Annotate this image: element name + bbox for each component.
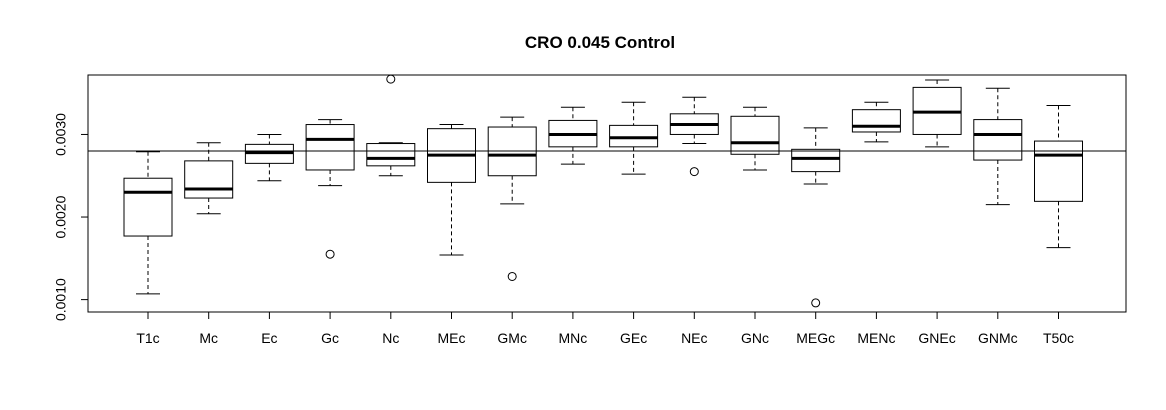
x-tick-label: MENc: [857, 330, 895, 346]
box-iqr: [305, 124, 355, 171]
x-tick-label: GEc: [620, 330, 647, 346]
plot-frame: [87, 74, 1127, 313]
chart-title: CRO 0.045 Control: [525, 33, 675, 52]
box-iqr: [791, 148, 841, 173]
x-tick-label: Gc: [321, 330, 339, 346]
y-tick-label: 0.0010: [53, 278, 69, 321]
x-tick-label: GNEc: [918, 330, 955, 346]
x-tick-label: GMc: [497, 330, 527, 346]
y-tick-label: 0.0030: [53, 113, 69, 156]
x-tick-label: MEGc: [796, 330, 835, 346]
box-iqr: [851, 109, 901, 133]
outlier-point: [689, 167, 699, 177]
box-iqr: [184, 160, 234, 199]
chart-marks: 0.0010 0.0020 0.0030 T1c Mc Ec Gc Nc MEc GMc MNc GE…: [53, 74, 1126, 346]
x-tick-label: GNMc: [978, 330, 1018, 346]
x-tick-label: T1c: [136, 330, 159, 346]
outlier-point: [507, 271, 517, 281]
x-tick-label: NEc: [681, 330, 707, 346]
box-iqr: [366, 143, 416, 167]
box-iqr: [123, 177, 173, 237]
box-iqr: [730, 115, 780, 155]
box-iqr: [609, 124, 659, 148]
outlier-point: [386, 74, 396, 84]
x-tick-label: Mc: [199, 330, 218, 346]
x-tick-label: GNc: [741, 330, 769, 346]
x-tick-label: Nc: [382, 330, 399, 346]
x-tick-label: MNc: [559, 330, 588, 346]
y-tick-label: 0.0020: [53, 195, 69, 238]
box-iqr: [973, 119, 1023, 161]
outlier-point: [325, 249, 335, 259]
outlier-point: [811, 298, 821, 308]
box-iqr: [1034, 140, 1083, 202]
x-tick-label: T50c: [1043, 330, 1074, 346]
x-tick-label: MEc: [438, 330, 466, 346]
x-tick-label: Ec: [261, 330, 277, 346]
